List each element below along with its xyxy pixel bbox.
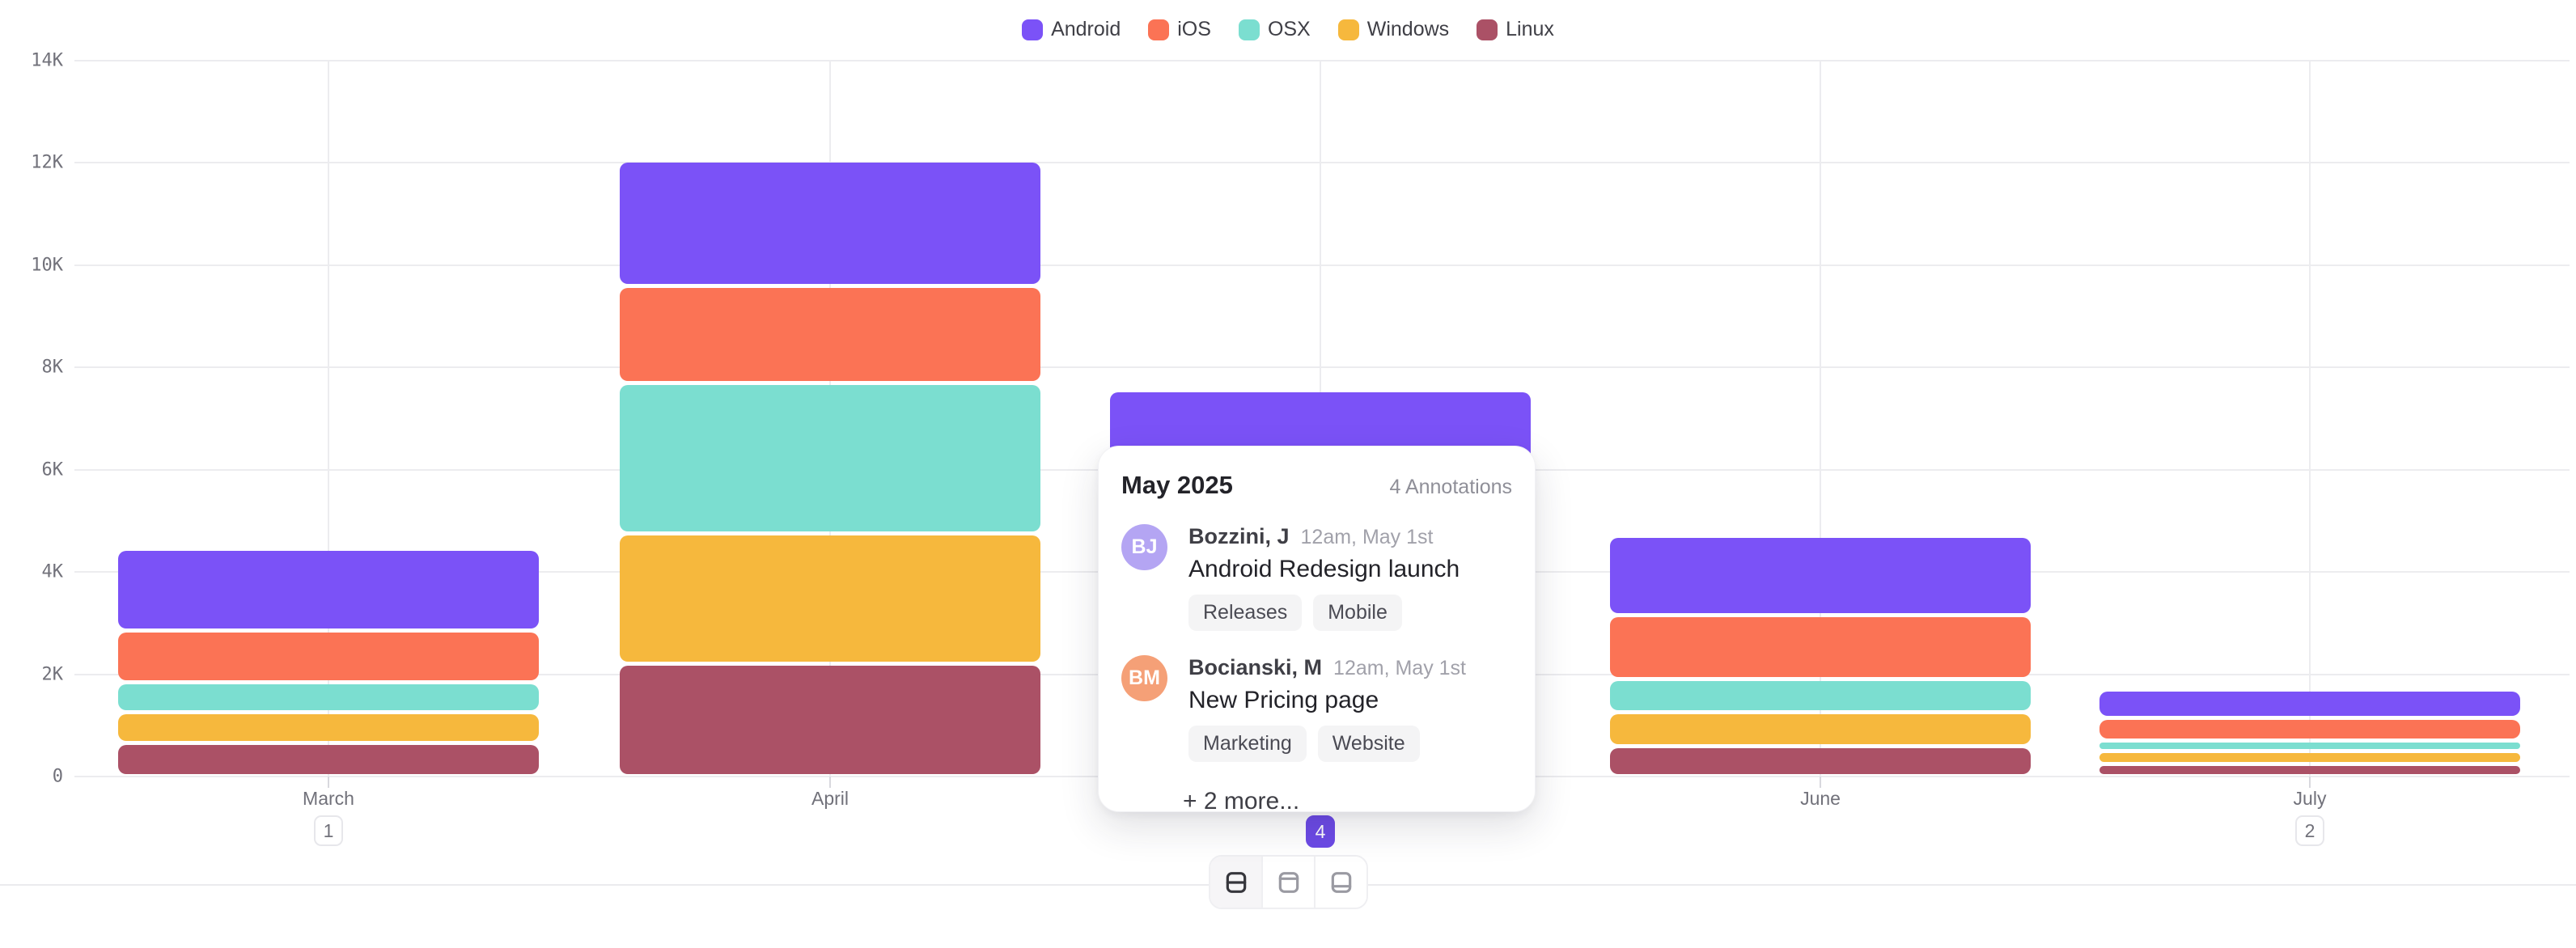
annotation-entry[interactable]: BM Bocianski, M 12am, May 1st New Pricin… — [1121, 655, 1512, 762]
bar-segment-ios-july[interactable] — [2099, 719, 2520, 739]
gridline-vertical — [328, 61, 329, 777]
bar-segment-osx-july[interactable] — [2099, 743, 2520, 749]
gridline-horizontal — [74, 264, 2570, 266]
annotation-count-badge-march[interactable]: 1 — [314, 815, 343, 846]
x-axis-tick — [829, 777, 831, 788]
gridline-vertical — [1820, 61, 1821, 777]
popover-annotation-count: 4 Annotations — [1389, 476, 1512, 498]
annotation-tags: Marketing Website — [1188, 726, 1466, 762]
annotation-author: Bocianski, M — [1188, 655, 1323, 679]
bar-segment-ios-april[interactable] — [620, 287, 1040, 381]
y-axis-tick-label: 6K — [41, 459, 64, 480]
bar-segment-osx-march[interactable] — [118, 683, 539, 711]
x-axis-label-july: July — [2293, 788, 2327, 809]
annotation-count-badge-may[interactable]: 4 — [1306, 815, 1335, 848]
gridline-vertical — [2309, 61, 2311, 777]
bar-segment-osx-april[interactable] — [620, 384, 1040, 532]
show-more-annotations-link[interactable]: + 2 more... — [1183, 788, 1300, 815]
annotation-entry-body: Bocianski, M 12am, May 1st New Pricing p… — [1188, 655, 1466, 762]
bar-segment-ios-march[interactable] — [118, 633, 539, 680]
layout-bar-bottom-button[interactable] — [1314, 857, 1366, 908]
annotation-entry[interactable]: BJ Bozzini, J 12am, May 1st Android Rede… — [1121, 524, 1512, 631]
annotation-popover: May 2025 4 Annotations BJ Bozzini, J 12a… — [1098, 446, 1536, 815]
legend-swatch-icon — [1238, 19, 1260, 40]
gridline-horizontal — [74, 60, 2570, 61]
bar-segment-linux-april[interactable] — [620, 666, 1040, 775]
bar-segment-linux-june[interactable] — [1610, 747, 2031, 775]
legend-item-windows[interactable]: Windows — [1337, 18, 1450, 41]
bar-segment-ios-june[interactable] — [1610, 617, 2031, 678]
x-axis-label-june: June — [1800, 788, 1841, 809]
x-axis-tick — [2309, 777, 2311, 788]
annotation-tags: Releases Mobile — [1188, 595, 1460, 631]
bar-segment-android-june[interactable] — [1610, 538, 2031, 614]
bar-segment-android-april[interactable] — [620, 162, 1040, 284]
legend-item-linux[interactable]: Linux — [1477, 18, 1554, 41]
annotation-count-badge-july[interactable]: 2 — [2295, 815, 2324, 846]
tag-badge: Mobile — [1313, 595, 1402, 631]
panel-bar-bottom-icon — [1331, 871, 1351, 893]
bar-segment-windows-june[interactable] — [1610, 714, 2031, 744]
y-axis-tick-label: 2K — [41, 664, 64, 685]
avatar: BJ — [1121, 524, 1167, 570]
bar-segment-linux-march[interactable] — [118, 745, 539, 775]
layout-bar-top-button[interactable] — [1261, 857, 1314, 908]
legend-label: OSX — [1267, 18, 1311, 40]
bar-segment-osx-june[interactable] — [1610, 681, 2031, 711]
annotation-author: Bozzini, J — [1188, 524, 1290, 548]
bar-segment-windows-july[interactable] — [2099, 752, 2520, 762]
y-axis-tick-label: 14K — [31, 50, 63, 71]
tag-badge: Website — [1317, 726, 1420, 762]
annotation-entry-body: Bozzini, J 12am, May 1st Android Redesig… — [1188, 524, 1460, 631]
gridline-horizontal — [74, 366, 2570, 369]
panel-layout-switcher — [1209, 855, 1368, 909]
legend-item-ios[interactable]: iOS — [1148, 18, 1211, 41]
legend-swatch-icon — [1148, 19, 1170, 40]
x-axis-tick — [328, 777, 329, 788]
legend-swatch-icon — [1022, 19, 1044, 40]
chart-legend: Android iOS OSX Windows Linux — [0, 18, 2576, 41]
annotation-timestamp: 12am, May 1st — [1300, 526, 1434, 548]
legend-label: Windows — [1366, 18, 1450, 40]
y-axis-tick-label: 8K — [41, 357, 64, 378]
annotation-message: Android Redesign launch — [1188, 556, 1460, 582]
legend-swatch-icon — [1337, 19, 1359, 40]
legend-swatch-icon — [1477, 19, 1498, 40]
y-axis-tick-label: 10K — [31, 255, 63, 276]
legend-label: iOS — [1177, 18, 1211, 40]
bar-segment-windows-april[interactable] — [620, 535, 1040, 662]
y-axis-tick-label: 0 — [52, 766, 63, 787]
bar-segment-linux-july[interactable] — [2099, 765, 2520, 775]
popover-header: May 2025 4 Annotations — [1121, 471, 1512, 500]
x-axis-label-april: April — [811, 788, 849, 809]
avatar: BM — [1121, 655, 1167, 701]
annotation-timestamp: 12am, May 1st — [1333, 657, 1466, 679]
y-axis-tick-label: 12K — [31, 152, 63, 173]
x-axis-label-march: March — [303, 788, 354, 809]
legend-label: Android — [1051, 18, 1121, 40]
legend-item-android[interactable]: Android — [1022, 18, 1121, 41]
annotation-message: New Pricing page — [1188, 687, 1379, 713]
tag-badge: Releases — [1188, 595, 1303, 631]
panel-split-middle-icon — [1226, 871, 1246, 893]
bar-segment-windows-march[interactable] — [118, 714, 539, 742]
panel-bar-top-icon — [1278, 871, 1299, 893]
x-axis-tick — [1820, 777, 1821, 788]
bar-segment-android-march[interactable] — [118, 551, 539, 629]
legend-label: Linux — [1506, 18, 1554, 40]
gridline-horizontal — [74, 162, 2570, 164]
tag-badge: Marketing — [1188, 726, 1307, 762]
bar-segment-android-july[interactable] — [2099, 692, 2520, 716]
popover-title: May 2025 — [1121, 471, 1233, 499]
legend-item-osx[interactable]: OSX — [1238, 18, 1311, 41]
layout-split-middle-button[interactable] — [1210, 857, 1261, 908]
y-axis-tick-label: 4K — [41, 561, 64, 582]
